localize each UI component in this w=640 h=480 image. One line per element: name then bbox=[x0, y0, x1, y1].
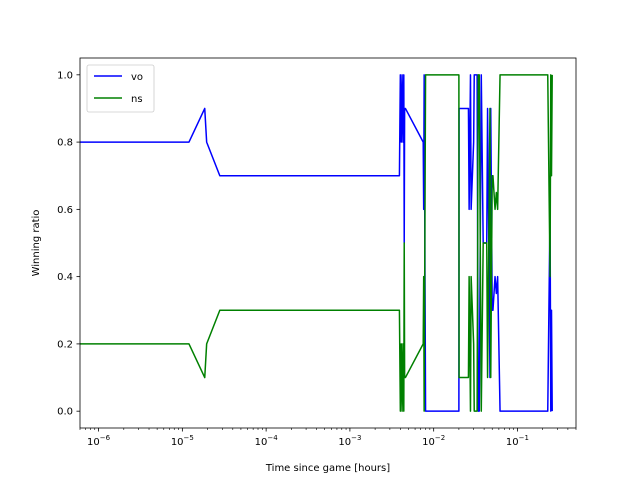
y-axis: 0.0 0.2 0.4 0.6 0.8 1.0 bbox=[57, 70, 80, 418]
y-tick-label: 0.8 bbox=[57, 138, 73, 149]
series-line-vo bbox=[80, 74, 553, 412]
x-tick-label: 10−3 bbox=[338, 434, 361, 448]
plot-frame bbox=[79, 57, 577, 429]
x-tick-label: 10−5 bbox=[171, 434, 194, 448]
x-tick-label: 10−1 bbox=[506, 434, 529, 448]
legend-label-ns: ns bbox=[131, 94, 143, 105]
y-tick-label: 0.6 bbox=[57, 205, 73, 216]
x-axis-label: Time since game [hours] bbox=[265, 463, 390, 474]
series-layer bbox=[80, 74, 553, 412]
y-axis-label: Winning ratio bbox=[31, 210, 42, 277]
plot-area bbox=[80, 58, 576, 428]
x-axis: 10−6 10−5 10−4 10−3 10−2 10−1 bbox=[79, 428, 577, 448]
legend: vo ns bbox=[86, 64, 155, 113]
y-tick-label: 0.4 bbox=[57, 272, 73, 283]
x-tick-label: 10−6 bbox=[87, 434, 111, 448]
x-tick-label: 10−4 bbox=[255, 434, 279, 448]
legend-label-vo: vo bbox=[131, 72, 143, 83]
x-tick-label: 10−2 bbox=[422, 434, 445, 448]
y-tick-label: 1.0 bbox=[57, 70, 73, 81]
y-tick-label: 0.2 bbox=[57, 339, 73, 350]
legend-box bbox=[86, 64, 155, 113]
y-tick-label: 0.0 bbox=[57, 407, 73, 418]
series-line-ns bbox=[80, 74, 553, 412]
